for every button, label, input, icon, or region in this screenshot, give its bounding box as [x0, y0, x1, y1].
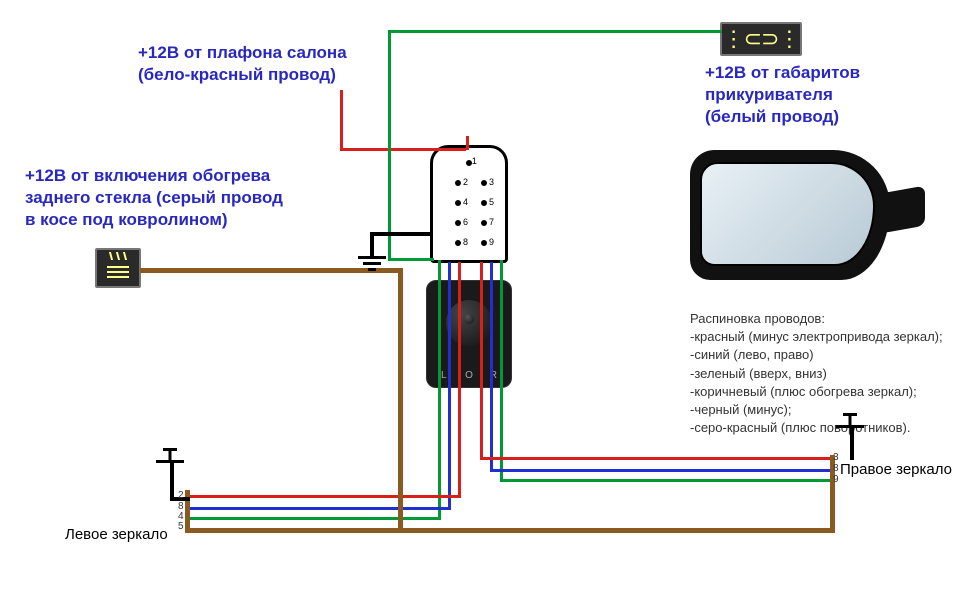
- right-pin-3: 3: [833, 452, 839, 463]
- wire-red-1: [340, 90, 343, 150]
- right-pin-9: 9: [833, 474, 839, 485]
- wire-green-left-v: [438, 260, 441, 520]
- wire-brown-down1: [398, 268, 403, 533]
- pin-9: 9: [489, 237, 494, 247]
- pinout-line-3: -зеленый (вверх, вниз): [690, 365, 943, 383]
- wire-red-left-h: [190, 495, 460, 498]
- label-side-lights-text: +12В от габаритов прикуривателя (белый п…: [705, 63, 860, 126]
- wire-blue-left-h: [190, 507, 450, 510]
- label-left-mirror-text: Левое зеркало: [65, 526, 168, 543]
- pin-4: 4: [463, 197, 468, 207]
- pin-2: 2: [463, 177, 468, 187]
- pin-3: 3: [489, 177, 494, 187]
- connector-plug: 1 2 3 4 5 6 7 8 9: [430, 145, 508, 263]
- left-pin-5: 5: [178, 521, 184, 532]
- wire-green-right-v: [500, 260, 503, 482]
- wire-red-right-h: [480, 457, 830, 460]
- pinout-line-6: -серо-красный (плюс поворотников).: [690, 419, 943, 437]
- right-pin-8: 8: [833, 463, 839, 474]
- wire-green-into-conn: [388, 258, 434, 261]
- wire-black-1: [370, 232, 432, 236]
- wire-black-2: [370, 232, 374, 258]
- wire-red-left-v: [458, 262, 461, 498]
- pinout-line-5: -черный (минус);: [690, 401, 943, 419]
- pinout-legend: Распиновка проводов: -красный (минус эле…: [690, 310, 943, 437]
- label-rear-defrost: +12В от включения обогрева заднего стекл…: [25, 165, 283, 231]
- switch-label-l: L: [441, 370, 447, 381]
- pinout-line-4: -коричневый (плюс обогрева зеркал);: [690, 383, 943, 401]
- wire-red-right-v: [480, 262, 483, 460]
- wire-black-right-v: [850, 425, 854, 460]
- side-mirror-image: [690, 140, 920, 300]
- ground-symbol-connector: [358, 256, 386, 274]
- pinout-line-1: -красный (минус электропривода зеркал);: [690, 328, 943, 346]
- wire-brown-left: [185, 528, 402, 533]
- wire-green-right-h: [500, 479, 830, 482]
- ground-symbol-left: [156, 448, 184, 464]
- pin-5: 5: [489, 197, 494, 207]
- label-side-lights: +12В от габаритов прикуривателя (белый п…: [705, 62, 860, 128]
- wire-red-3: [466, 136, 469, 150]
- wire-blue-left-v: [448, 262, 451, 510]
- ground-symbol-right: [836, 413, 864, 429]
- label-left-mirror: Левое зеркало: [65, 525, 168, 545]
- wire-black-left-v: [170, 460, 174, 500]
- label-rear-defrost-text: +12В от включения обогрева заднего стекл…: [25, 166, 283, 229]
- pin-1: 1: [472, 156, 477, 166]
- wire-brown-right: [398, 528, 835, 533]
- pin-6: 6: [463, 217, 468, 227]
- wire-green-top-down: [388, 30, 391, 260]
- label-dome-light: +12В от плафона салона (бело-красный про…: [138, 42, 347, 86]
- pinout-title: Распиновка проводов:: [690, 310, 943, 328]
- pinout-line-2: -синий (лево, право): [690, 346, 943, 364]
- switch-label-c: O: [465, 370, 473, 381]
- left-pin-2: 2: [178, 490, 184, 501]
- label-right-mirror-text: Правое зеркало: [840, 461, 952, 478]
- side-light-icon: ⋮⊂⊃⋮: [720, 22, 802, 56]
- light-glyph: ⋮⊂⊃⋮: [723, 26, 800, 52]
- pin-7: 7: [489, 217, 494, 227]
- switch-knob[interactable]: [446, 300, 492, 346]
- rear-defrost-icon: [95, 248, 141, 288]
- label-dome-light-text: +12В от плафона салона (бело-красный про…: [138, 43, 347, 84]
- wire-blue-right-v: [490, 262, 493, 472]
- wire-red-2: [340, 148, 466, 151]
- wire-green-top: [388, 30, 722, 33]
- wire-blue-right-h: [490, 469, 830, 472]
- label-right-mirror: Правое зеркало: [840, 460, 952, 480]
- pin-8: 8: [463, 237, 468, 247]
